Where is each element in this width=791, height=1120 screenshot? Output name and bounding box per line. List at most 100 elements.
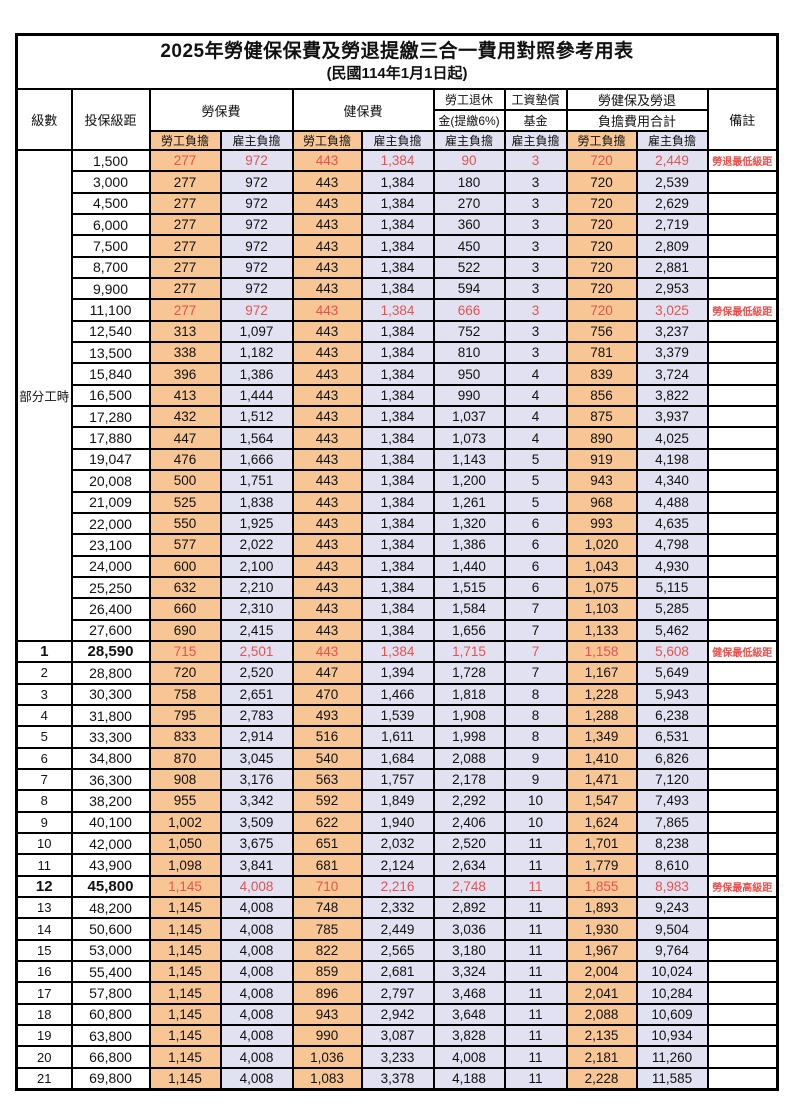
labor-emp-cell: 758: [148, 682, 222, 706]
bracket-cell: 48,200: [70, 896, 151, 920]
fund-er-cell: 5: [503, 490, 568, 514]
fund-er-cell: 4: [503, 405, 568, 429]
health-er-cell: 3,233: [360, 1045, 435, 1069]
remark-cell: [706, 789, 779, 813]
labor-er-cell: 2,022: [219, 533, 294, 557]
level-cell: 19: [15, 1024, 73, 1048]
health-emp-cell: 443: [291, 405, 363, 429]
table-row: 10 42,000 1,050 3,675 651 2,032 2,520 11 1,701 8,…: [15, 831, 779, 856]
bracket-cell: 55,400: [70, 960, 151, 984]
bracket-cell: 26,400: [70, 597, 151, 621]
bracket-cell: 45,800: [70, 874, 151, 899]
table-row: 17,280 432 1,512 443 1,384 1,037 4 875 3,937: [17, 405, 779, 429]
level-cell: 3: [15, 682, 73, 706]
labor-er-cell: 1,386: [219, 362, 294, 386]
labor-emp-cell: 795: [148, 703, 222, 728]
fund-er-cell: 11: [503, 831, 568, 856]
total-er-cell: 5,462: [635, 618, 709, 642]
labor-emp-cell: 338: [148, 341, 222, 365]
pension-er-cell: 3,036: [432, 917, 506, 941]
pension-er-cell: 1,998: [432, 725, 506, 749]
remark-cell: [706, 1066, 779, 1091]
health-er-cell: 1,384: [360, 170, 435, 194]
labor-emp-cell: 525: [148, 490, 222, 514]
table-row: 24,000 600 2,100 443 1,384 1,440 6 1,043 4,930: [17, 554, 779, 578]
pension-er-cell: 3,180: [432, 938, 506, 963]
remark-cell: 勞保最低級距: [706, 298, 779, 322]
table-row: 5 33,300 833 2,914 516 1,611 1,998 8 1,349 6,531: [15, 725, 779, 749]
total-emp-cell: 1,779: [565, 853, 638, 877]
labor-emp-cell: 396: [148, 362, 222, 386]
table-row: 20 66,800 1,145 4,008 1,036 3,233 4,008 11 2,181…: [15, 1045, 779, 1069]
total-er-cell: 4,488: [635, 490, 709, 514]
pension-er-cell: 2,634: [432, 853, 506, 877]
labor-emp-cell: 1,145: [148, 874, 222, 899]
bracket-cell: 1,500: [70, 148, 151, 173]
total-emp-cell: 1,349: [565, 725, 638, 749]
health-er-cell: 2,681: [360, 960, 435, 984]
total-emp-cell: 1,547: [565, 789, 638, 813]
pension-er-cell: 2,748: [432, 874, 506, 899]
total-emp-cell: 1,471: [565, 767, 638, 792]
total-emp-cell: 720: [565, 148, 638, 173]
health-er-cell: 1,940: [360, 810, 435, 835]
pension-er-cell: 1,440: [432, 554, 506, 578]
header-level: 級數: [15, 88, 73, 151]
labor-er-cell: 2,783: [219, 703, 294, 728]
health-er-cell: 1,384: [360, 618, 435, 642]
labor-emp-cell: 500: [148, 469, 222, 493]
health-emp-cell: 443: [291, 341, 363, 365]
header-row-1: 級數 投保級距 勞保費 健保費 勞工退休 工資墊償 勞健保及勞退 備註: [15, 88, 779, 151]
bracket-cell: 13,500: [70, 341, 151, 365]
bracket-cell: 43,900: [70, 853, 151, 877]
table-row: 25,250 632 2,210 443 1,384 1,515 6 1,075 5,115: [17, 575, 779, 600]
total-emp-cell: 756: [565, 319, 638, 344]
level-cell: 9: [15, 810, 73, 835]
bracket-cell: 11,100: [70, 298, 151, 322]
header-total-line2: 負擔費用合計: [565, 109, 709, 132]
health-emp-cell: 443: [291, 639, 363, 664]
labor-er-cell: 4,008: [219, 960, 294, 984]
remark-cell: [706, 810, 779, 835]
total-er-cell: 4,340: [635, 469, 709, 493]
fund-er-cell: 11: [503, 853, 568, 877]
health-er-cell: 1,384: [360, 447, 435, 472]
pension-er-cell: 3,468: [432, 981, 506, 1005]
health-emp-cell: 443: [291, 618, 363, 642]
bracket-cell: 38,200: [70, 789, 151, 813]
table-row: 9,900 277 972 443 1,384 594 3 720 2,953: [17, 277, 779, 301]
health-emp-cell: 443: [291, 597, 363, 621]
header-wage-fund-line2: 基金: [503, 109, 568, 132]
labor-emp-cell: 277: [148, 298, 222, 322]
level-cell: 13: [15, 896, 73, 920]
table-row: 1 28,590 715 2,501 443 1,384 1,715 7 1,158 5,608 健…: [15, 639, 779, 664]
table-row: 14 50,600 1,145 4,008 785 2,449 3,036 11 1,930 9,…: [15, 917, 779, 941]
health-er-cell: 1,684: [360, 746, 435, 770]
total-er-cell: 10,609: [635, 1002, 709, 1027]
pension-er-cell: 950: [432, 362, 506, 386]
health-emp-cell: 443: [291, 447, 363, 472]
table-row: 13,500 338 1,182 443 1,384 810 3 781 3,379: [17, 341, 779, 365]
health-er-cell: 1,384: [360, 191, 435, 216]
total-er-cell: 5,115: [635, 575, 709, 600]
pension-er-cell: 990: [432, 383, 506, 408]
fund-er-cell: 6: [503, 554, 568, 578]
total-er-cell: 8,983: [635, 874, 709, 899]
total-er-cell: 6,531: [635, 725, 709, 749]
pension-er-cell: 666: [432, 298, 506, 322]
total-emp-cell: 720: [565, 234, 638, 258]
health-emp-cell: 622: [291, 810, 363, 835]
labor-er-cell: 972: [219, 148, 294, 173]
total-er-cell: 2,809: [635, 234, 709, 258]
pension-er-cell: 1,261: [432, 490, 506, 514]
fund-er-cell: 11: [503, 938, 568, 963]
remark-cell: [706, 447, 779, 472]
total-er-cell: 4,930: [635, 554, 709, 578]
pension-er-cell: 2,088: [432, 746, 506, 770]
health-emp-cell: 822: [291, 938, 363, 963]
health-emp-cell: 443: [291, 511, 363, 536]
health-emp-cell: 540: [291, 746, 363, 770]
total-emp-cell: 2,181: [565, 1045, 638, 1069]
fund-er-cell: 8: [503, 682, 568, 706]
health-er-cell: 2,942: [360, 1002, 435, 1027]
